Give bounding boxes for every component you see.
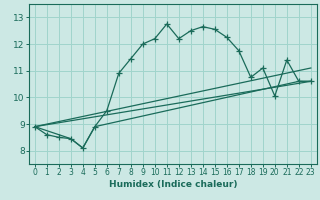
X-axis label: Humidex (Indice chaleur): Humidex (Indice chaleur) xyxy=(108,180,237,189)
